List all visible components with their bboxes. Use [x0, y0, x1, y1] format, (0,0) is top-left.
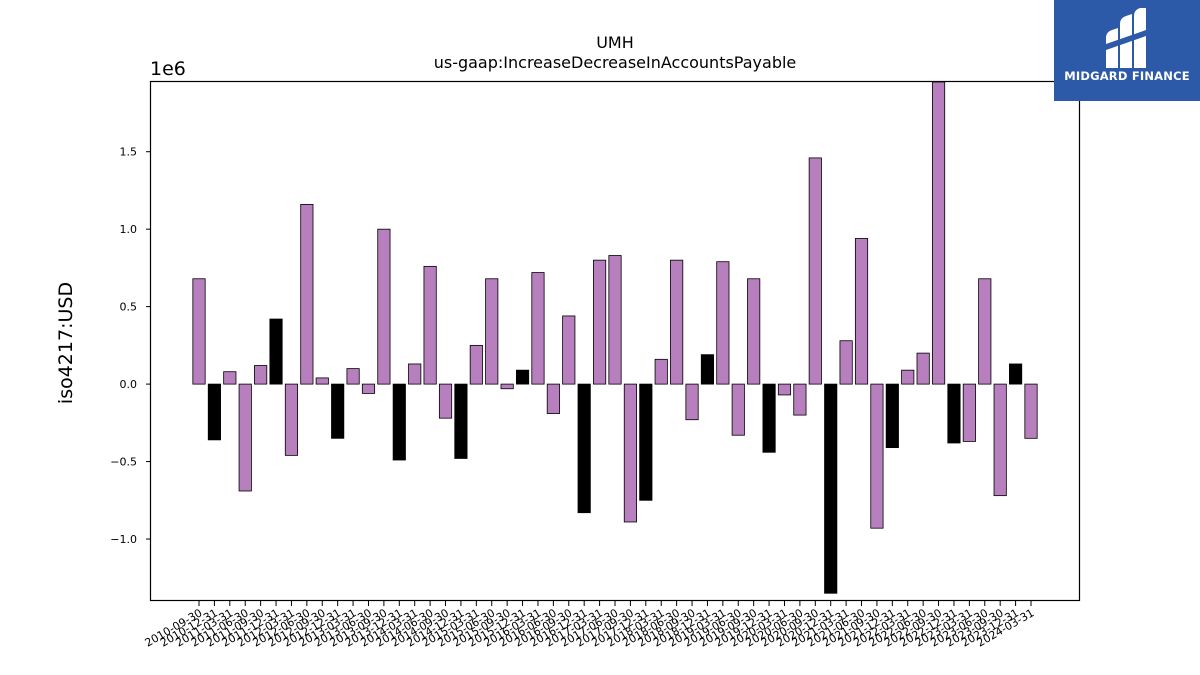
bar-2013-09-30 — [377, 228, 391, 385]
bar-2016-09-30 — [562, 315, 576, 385]
bar-2021-03-31 — [839, 340, 853, 385]
bar-2023-09-30 — [993, 383, 1007, 497]
bar-2020-09-30 — [808, 157, 822, 385]
bar-2021-06-30 — [854, 238, 869, 385]
bar-2021-09-30 — [870, 383, 884, 529]
bar-2019-06-30 — [731, 383, 745, 436]
y-axis-label: iso4217:USD — [55, 282, 77, 404]
bar-2020-03-31 — [777, 383, 792, 396]
bar-2015-12-31 — [515, 369, 530, 385]
bar-2012-06-30 — [300, 203, 314, 385]
bar-2011-09-30 — [254, 365, 268, 385]
bar-2012-09-30 — [315, 377, 329, 385]
bar-2015-06-30 — [485, 278, 499, 385]
bar-2023-12-31 — [1009, 363, 1023, 385]
bar-2024-03-31 — [1024, 383, 1038, 439]
y-tick-label: 1.5 — [120, 146, 138, 159]
plot-frame — [149, 80, 1081, 602]
bars — [192, 81, 1038, 594]
bar-2011-03-31 — [223, 371, 237, 385]
bar-2021-12-31 — [885, 383, 899, 449]
y-tick-label: 1.0 — [120, 223, 138, 236]
midgard-logo-icon — [1106, 8, 1146, 68]
logo-text: MIDGARD FINANCE — [1064, 69, 1190, 83]
bar-2015-03-31 — [469, 344, 483, 385]
bar-2022-09-30 — [931, 81, 946, 385]
bar-2014-09-30 — [438, 383, 453, 419]
bar-2010-09-30 — [192, 278, 206, 385]
bar-2017-09-30 — [623, 383, 637, 523]
bar-2023-06-30 — [978, 278, 992, 385]
bar-2019-12-31 — [762, 383, 776, 453]
y-scale-label: 1e6 — [150, 58, 186, 80]
bar-2018-03-31 — [654, 358, 668, 385]
bar-2012-12-31 — [331, 383, 345, 439]
bar-2020-06-30 — [793, 383, 807, 416]
bar-2018-09-30 — [685, 383, 699, 421]
bar-2018-12-31 — [700, 354, 715, 385]
bar-2022-06-30 — [916, 352, 930, 385]
bar-2011-12-31 — [269, 318, 283, 385]
chart-title: UMH — [596, 33, 634, 52]
bar-2016-06-30 — [546, 383, 560, 414]
bar-2017-06-30 — [608, 255, 622, 385]
bar-2017-03-31 — [593, 259, 607, 385]
y-tick-label: 0.5 — [120, 301, 138, 314]
bar-2014-12-31 — [454, 383, 468, 459]
y-axis-ticks: −1.0 −0.5 0.0 0.5 1.0 1.5 — [110, 146, 151, 546]
y-tick-label: 0.0 — [120, 378, 138, 391]
bar-2016-03-31 — [531, 272, 545, 385]
bar-2013-03-31 — [346, 368, 360, 385]
bar-2015-09-30 — [500, 383, 514, 390]
bar-2010-12-31 — [207, 383, 221, 441]
y-tick-label: −1.0 — [110, 533, 137, 546]
bar-2016-12-31 — [577, 383, 591, 514]
y-tick-label: −0.5 — [110, 456, 137, 469]
bar-2011-06-30 — [238, 383, 252, 492]
bar-2013-06-30 — [361, 383, 376, 394]
chart-subtitle: us-gaap:IncreaseDecreaseInAccountsPayabl… — [434, 53, 797, 72]
bar-2017-12-31 — [639, 383, 653, 501]
bar-2022-12-31 — [947, 383, 961, 444]
bar-2019-03-31 — [716, 261, 730, 385]
bar-2020-12-31 — [824, 383, 838, 594]
bar-2014-06-30 — [423, 265, 437, 385]
bar-2022-03-31 — [901, 369, 915, 385]
bar-2018-06-30 — [670, 259, 684, 385]
bar-2023-03-31 — [962, 383, 976, 442]
bar-2012-03-31 — [284, 383, 299, 456]
midgard-logo: MIDGARD FINANCE — [1054, 0, 1200, 101]
bar-2014-03-31 — [408, 363, 422, 385]
bar-2013-12-31 — [392, 383, 406, 461]
x-axis-ticks: 2010-09-302010-12-312011-03-312011-06-30… — [143, 601, 1037, 650]
bar-2019-09-30 — [747, 278, 761, 385]
